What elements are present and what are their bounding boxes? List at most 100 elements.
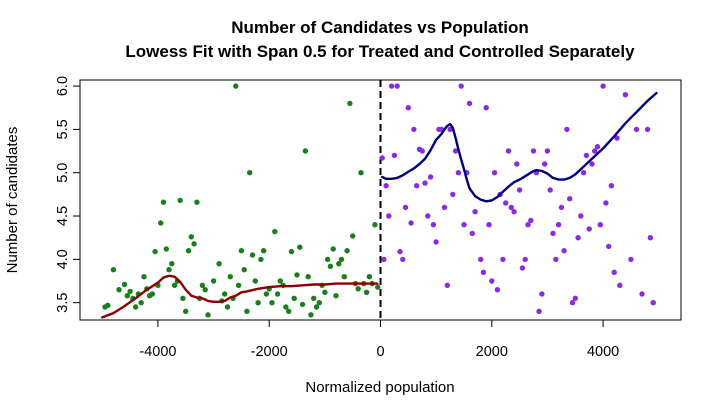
treated-point [644, 126, 651, 133]
treated-point [597, 222, 603, 228]
control-point [233, 83, 239, 89]
control-point [372, 222, 378, 228]
treated-point [505, 148, 512, 154]
control-point [227, 274, 233, 280]
treated-point [575, 235, 581, 241]
treated-point [466, 100, 473, 107]
control-point [244, 308, 250, 314]
treated-point [441, 204, 448, 211]
control-point [224, 304, 231, 310]
treated-point [569, 300, 576, 306]
treated-point [614, 135, 620, 141]
treated-point [444, 282, 450, 288]
control-point [121, 281, 128, 288]
treated-point [383, 183, 389, 189]
control-point [258, 256, 264, 263]
control-point [252, 278, 258, 284]
treated-point [550, 230, 556, 237]
treated-point [419, 148, 425, 154]
control-point [194, 199, 200, 205]
treated-point [530, 148, 537, 154]
treated-point [553, 256, 559, 263]
x-tick-label: 4000 [587, 344, 619, 360]
control-point [316, 300, 322, 306]
control-point [191, 241, 197, 247]
control-point [166, 267, 172, 273]
control-point [222, 291, 228, 297]
treated-point [528, 217, 534, 224]
treated-point [433, 239, 439, 245]
treated-point [606, 243, 612, 250]
treated-point [583, 152, 590, 159]
control-point [216, 261, 222, 267]
control-point [171, 282, 178, 288]
treated-point [491, 170, 498, 176]
treated-point [422, 180, 428, 186]
control-point [160, 199, 167, 205]
treated-point [578, 213, 584, 219]
control-point [152, 248, 158, 255]
treated-point [516, 187, 523, 193]
control-point [138, 300, 144, 306]
control-point [132, 304, 139, 310]
treated-point [580, 170, 587, 176]
treated-point [414, 183, 420, 189]
control-point [124, 293, 130, 299]
treated-point [447, 126, 453, 133]
y-axis-label: Number of candidates [4, 127, 21, 274]
y-tick-label: 3.5 [55, 293, 71, 313]
control-point [263, 291, 270, 297]
treated-point [391, 152, 398, 159]
treated-point [494, 287, 501, 293]
treated-point [478, 256, 484, 263]
control-point [202, 287, 208, 293]
control-point [199, 282, 206, 288]
y-tick-label: 5.0 [55, 163, 71, 183]
control-point [241, 267, 247, 273]
treated-point [611, 269, 617, 275]
control-point [210, 278, 217, 284]
chart-subtitle: Lowess Fit with Span 0.5 for Treated and… [125, 42, 635, 61]
chart-title: Number of Candidates vs Population [231, 18, 529, 37]
control-fit-line [101, 274, 379, 319]
control-point [185, 248, 192, 254]
treated-point [542, 161, 548, 167]
control-point [288, 248, 295, 255]
control-point [277, 278, 283, 284]
treated-point [650, 300, 656, 306]
control-point [249, 252, 256, 258]
control-point [180, 295, 186, 301]
treated-point [469, 230, 475, 237]
treated-point [486, 222, 492, 228]
treated-point [400, 256, 406, 263]
control-point [341, 274, 347, 280]
control-point [235, 282, 242, 288]
control-point [358, 170, 364, 176]
treated-point [427, 174, 434, 180]
fit-layer [101, 91, 658, 319]
treated-point [388, 83, 395, 89]
treated-point [555, 222, 562, 228]
control-point [294, 272, 300, 278]
treated-point [452, 148, 459, 154]
treated-point [564, 126, 570, 133]
control-point [110, 267, 117, 273]
treated-point [472, 209, 478, 215]
treated-point [405, 105, 411, 111]
treated-fit-line [381, 91, 658, 203]
treated-point [514, 161, 520, 167]
control-point [338, 256, 345, 263]
treated-point [455, 170, 462, 176]
treated-point [628, 256, 634, 263]
treated-point [633, 126, 640, 133]
control-point [375, 284, 381, 290]
y-tick-label: 4.0 [55, 249, 71, 269]
control-point [116, 287, 122, 293]
control-point [291, 295, 297, 301]
control-point [313, 304, 320, 310]
control-point [347, 100, 353, 107]
x-tick-label: 0 [376, 344, 384, 360]
treated-point [547, 187, 553, 193]
control-point [308, 312, 314, 318]
treated-point [402, 204, 409, 211]
